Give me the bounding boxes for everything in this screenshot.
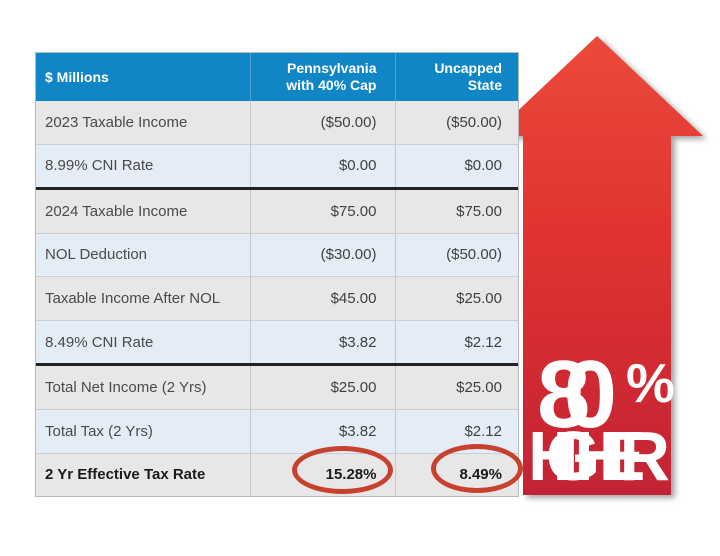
table-row: 8.99% CNI Rate $0.00 $0.00 bbox=[36, 143, 518, 188]
row-value-uncapped: ($50.00) bbox=[395, 101, 518, 144]
circle-annotation-pa-rate bbox=[292, 446, 393, 494]
header-units: $ Millions bbox=[45, 68, 109, 85]
callout-word: HIGHER bbox=[528, 417, 670, 495]
row-value-uncapped: $2.12 bbox=[395, 320, 518, 364]
table-row: Taxable Income After NOL $45.00 $25.00 bbox=[36, 276, 518, 320]
table-row: 2023 Taxable Income ($50.00) ($50.00) bbox=[36, 101, 518, 144]
row-value-pa: $45.00 bbox=[250, 277, 395, 320]
row-value-pa: $75.00 bbox=[250, 190, 395, 233]
row-value-uncapped: $25.00 bbox=[395, 277, 518, 320]
table-row: Total Tax (2 Yrs) $3.82 $2.12 bbox=[36, 408, 518, 453]
row-value-pa: ($30.00) bbox=[250, 233, 395, 277]
row-value-uncapped: $0.00 bbox=[395, 144, 518, 188]
row-label: Taxable Income After NOL bbox=[45, 290, 221, 308]
header-pennsylvania-cap: Pennsylvania with 40% Cap bbox=[250, 53, 395, 101]
row-value-uncapped: $25.00 bbox=[395, 366, 518, 409]
table-row: 8.49% CNI Rate $3.82 $2.12 bbox=[36, 319, 518, 364]
table-header-row: $ Millions Pennsylvania with 40% Cap Unc… bbox=[36, 53, 518, 101]
row-value-pa: ($50.00) bbox=[250, 101, 395, 144]
row-label: 2024 Taxable Income bbox=[45, 202, 188, 220]
row-label: 8.99% CNI Rate bbox=[45, 157, 154, 175]
circle-annotation-uncapped-rate bbox=[431, 444, 523, 493]
row-value-uncapped: ($50.00) bbox=[395, 233, 518, 277]
row-label: Total Tax (2 Yrs) bbox=[45, 422, 153, 440]
row-label: Total Net Income (2 Yrs) bbox=[45, 379, 207, 397]
header-uncapped-state: Uncapped State bbox=[395, 53, 518, 101]
tax-comparison-table: $ Millions Pennsylvania with 40% Cap Unc… bbox=[35, 52, 519, 497]
row-value-pa: $3.82 bbox=[250, 409, 395, 453]
row-value-pa: $0.00 bbox=[250, 144, 395, 188]
row-label: 2023 Taxable Income bbox=[45, 113, 188, 131]
row-value-pa: $3.82 bbox=[250, 320, 395, 364]
row-value-pa: $25.00 bbox=[250, 366, 395, 409]
callout-percent-sign: % bbox=[626, 352, 675, 414]
up-arrow-icon bbox=[491, 36, 703, 495]
row-value-uncapped: $2.12 bbox=[395, 409, 518, 453]
row-label: 2 Yr Effective Tax Rate bbox=[45, 466, 206, 484]
table-row: Total Net Income (2 Yrs) $25.00 $25.00 bbox=[36, 363, 518, 409]
table-row: 2024 Taxable Income $75.00 $75.00 bbox=[36, 187, 518, 233]
row-label: 8.49% CNI Rate bbox=[45, 333, 154, 351]
table-body: 2023 Taxable Income ($50.00) ($50.00) 8.… bbox=[36, 101, 518, 497]
callout-value: 80 bbox=[537, 341, 617, 448]
row-value-uncapped: $75.00 bbox=[395, 190, 518, 233]
table-row: NOL Deduction ($30.00) ($50.00) bbox=[36, 232, 518, 277]
row-label: NOL Deduction bbox=[45, 246, 147, 264]
